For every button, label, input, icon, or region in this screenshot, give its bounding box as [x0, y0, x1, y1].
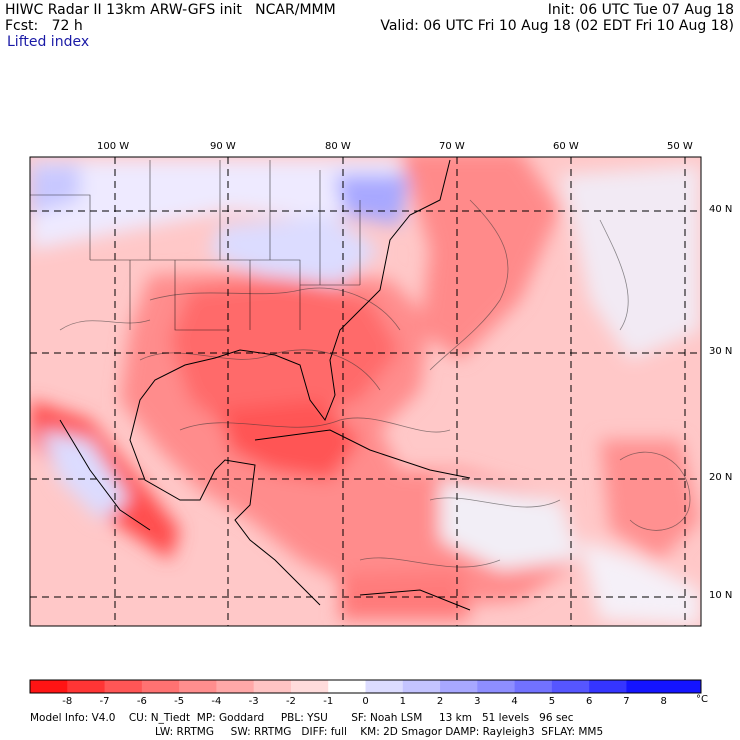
- colorbar-swatch: [179, 680, 217, 693]
- lat-tick-label: 20 N: [709, 472, 733, 483]
- field-name: Lifted index: [7, 34, 90, 50]
- colorbar-frame: [29, 679, 702, 694]
- map-frame: [29, 156, 702, 627]
- colorbar-label: 6: [585, 696, 593, 707]
- colorbar-label: 5: [548, 696, 556, 707]
- colorbar-label: 8: [660, 696, 667, 707]
- colorbar-label: -5: [174, 696, 185, 707]
- colorbar-label: 3: [474, 696, 481, 707]
- colorbar-swatch: [290, 680, 329, 693]
- lat-tick-label: 10 N: [709, 590, 733, 601]
- lat-tick-label: 40 N: [709, 204, 733, 215]
- colorbar-swatch: [440, 680, 478, 693]
- colorbar-swatch: [67, 680, 106, 693]
- lon-tick-label: 80 W: [325, 141, 351, 152]
- colorbar-swatch: [514, 680, 553, 693]
- colorbar-swatch: [551, 680, 590, 693]
- colorbar-swatch: [663, 680, 702, 693]
- colorbar-label: 7: [623, 696, 630, 707]
- lon-tick-label: 60 W: [553, 141, 579, 152]
- colorbar-swatch: [216, 680, 255, 693]
- colorbar-label: -4: [211, 696, 222, 707]
- colorbar-label: 4: [511, 696, 518, 707]
- lon-tick-label: 90 W: [210, 141, 236, 152]
- colorbar-label: -6: [136, 696, 147, 707]
- lon-tick-label: 100 W: [97, 141, 130, 152]
- colorbar-label: -1: [323, 696, 334, 707]
- valid-time: Valid: 06 UTC Fri 10 Aug 18 (02 EDT Fri …: [380, 18, 734, 34]
- colorbar-unit: °C: [696, 694, 708, 705]
- colorbar-swatch: [402, 680, 441, 693]
- colorbar-label: -8: [62, 696, 73, 707]
- graticule: [30, 157, 701, 626]
- colorbar-swatch: [626, 680, 665, 693]
- lon-tick-label: 70 W: [439, 141, 465, 152]
- map-field: [30, 157, 701, 626]
- colorbar-swatch: [141, 680, 180, 693]
- init-time: Init: 06 UTC Tue 07 Aug 18: [547, 2, 734, 18]
- lat-tick-label: 30 N: [709, 346, 733, 357]
- colorbar: [29, 679, 702, 694]
- colorbar-label: 2: [436, 696, 444, 707]
- colorbar-label: -7: [99, 696, 110, 707]
- colorbar-swatch: [30, 680, 68, 693]
- colorbar-swatch: [589, 680, 627, 693]
- colorbar-label: -3: [248, 696, 259, 707]
- forecast-hour: Fcst: 72 h: [5, 18, 83, 34]
- model-info: Model Info: V4.0 CU: N_Tiedt MP: Goddard…: [30, 712, 574, 724]
- lon-tick-label: 50 W: [667, 141, 693, 152]
- colorbar-label: 0: [362, 696, 369, 707]
- colorbar-swatch: [328, 680, 366, 693]
- colorbar-label: -2: [285, 696, 296, 707]
- colorbar-swatch: [477, 680, 516, 693]
- physics-info: LW: RRTMG SW: RRTMG DIFF: full KM: 2D Sm…: [155, 726, 604, 738]
- colorbar-swatch: [365, 680, 404, 693]
- colorbar-swatch: [104, 680, 143, 693]
- model-title: HIWC Radar II 13km ARW-GFS init NCAR/MMM: [5, 2, 336, 18]
- colorbar-label: 1: [399, 696, 406, 707]
- colorbar-swatch: [253, 680, 292, 693]
